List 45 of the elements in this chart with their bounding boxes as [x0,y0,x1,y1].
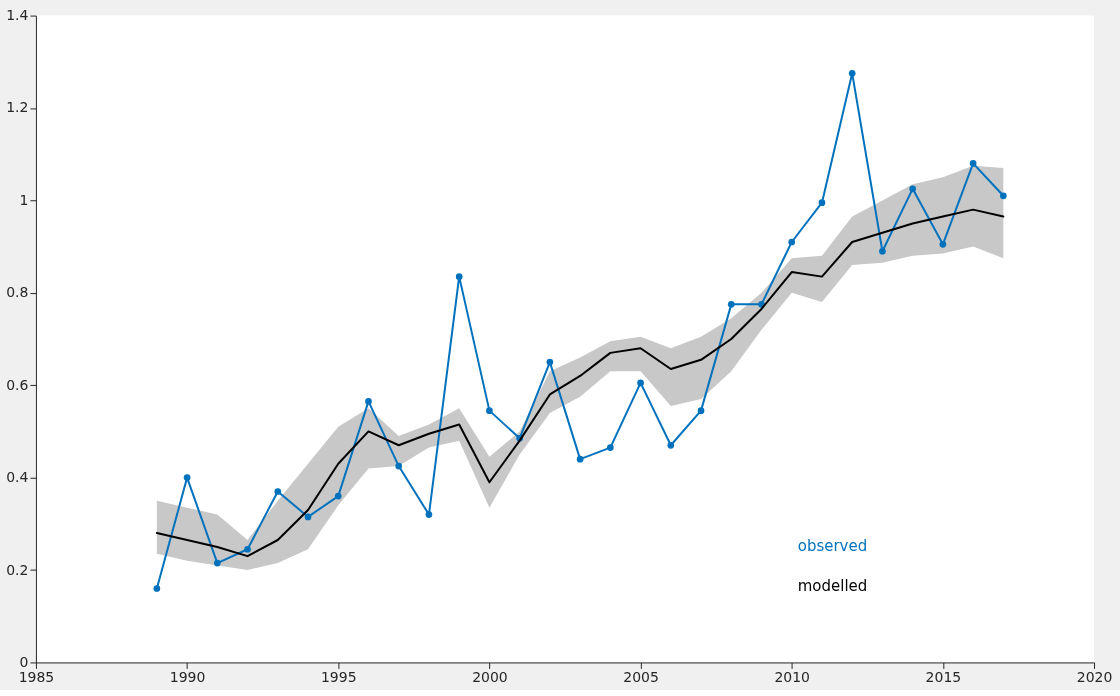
point [667,441,675,449]
y-tick-label: 0.6 [6,376,29,393]
point [334,492,342,500]
x-tick-label: 2015 [925,668,962,685]
x-tick-label: 2010 [774,668,811,685]
y-tick-label: 0.2 [6,561,29,578]
point [486,407,493,414]
point [365,398,372,405]
y-tick-label: 1 [19,191,29,208]
y-tick-label: 0.4 [6,469,29,486]
point [395,462,403,470]
point [818,199,826,207]
x-tick-label: 2020 [1076,668,1113,685]
x-tick-label: 1990 [169,668,206,685]
point [848,70,856,77]
point [909,185,916,193]
point [304,513,312,521]
point [274,488,282,495]
text: observed [797,536,868,555]
point [425,511,433,518]
point [244,545,251,553]
point [969,160,977,167]
x-tick-label: 1995 [320,668,357,685]
x-tick-label: 2005 [623,668,659,685]
text: modelled [797,576,868,595]
point [183,474,191,481]
x-tick-label: 2000 [472,668,508,685]
point [788,238,796,246]
point [939,240,947,248]
point [576,455,584,463]
y-tick-label: 0.8 [6,284,29,301]
point [1000,192,1007,200]
y-tick-label: 0 [19,653,29,670]
point [153,585,161,592]
point [697,407,705,414]
point [637,379,644,387]
y-tick-label: 1.2 [6,99,29,116]
y-tick-label: 1.4 [6,7,29,24]
point [727,301,735,308]
point [546,358,554,366]
point [455,273,463,280]
point [606,444,614,451]
x-tick-label: 1985 [18,668,55,685]
point [213,559,221,567]
point [879,247,886,255]
